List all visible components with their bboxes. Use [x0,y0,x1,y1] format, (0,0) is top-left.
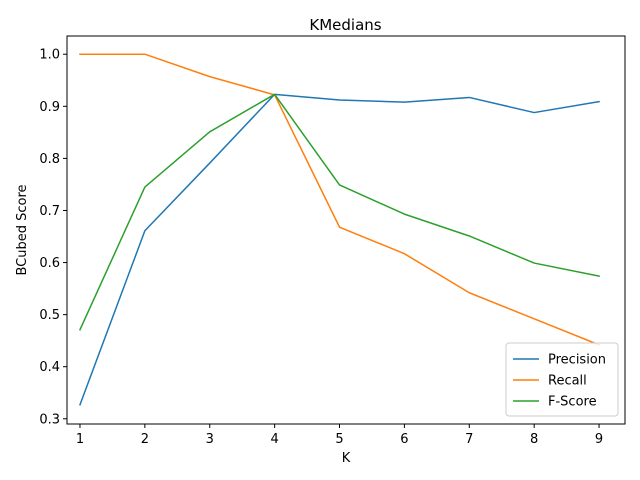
legend-label: Precision [548,353,606,368]
x-tick-label: 5 [335,432,343,447]
x-tick-label: 8 [530,432,538,447]
legend: Precision Recall F-Score [505,342,619,417]
y-tick-label: 1.0 [39,48,60,63]
y-axis: 0.3 0.4 0.5 0.6 0.7 0.8 0.9 1.0 [39,48,67,427]
legend-label: F-Score [548,395,597,410]
x-tick-label: 2 [141,432,149,447]
x-axis-label: K [342,451,351,466]
y-tick-label: 0.6 [39,256,60,271]
y-tick-label: 0.3 [39,412,60,427]
x-tick-label: 3 [206,432,214,447]
x-tick-label: 6 [400,432,408,447]
legend-label: Recall [548,374,587,389]
chart-title: KMedians [309,16,381,34]
plot-area-frame [66,35,626,425]
y-tick-label: 0.9 [39,100,60,115]
series-lines [78,53,601,406]
legend-box [505,342,619,417]
y-tick-label: 0.7 [39,204,60,219]
x-tick-label: 4 [270,432,278,447]
y-tick-label: 0.4 [39,360,60,375]
x-tick-label: 9 [595,432,603,447]
series-line-precision [79,93,600,406]
series-line-f-score [78,93,600,331]
series-line-recall [79,53,601,346]
y-axis-label: BCubed Score [15,184,30,275]
y-tick-label: 0.5 [39,308,60,323]
x-tick-label: 7 [465,432,473,447]
x-axis: 1 2 3 4 5 6 7 8 9 [76,424,603,447]
y-tick-label: 0.8 [39,152,60,167]
x-tick-label: 1 [76,432,84,447]
